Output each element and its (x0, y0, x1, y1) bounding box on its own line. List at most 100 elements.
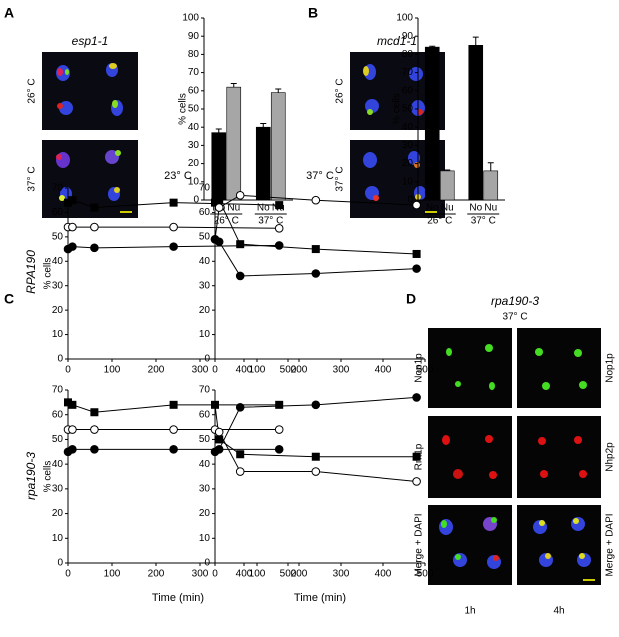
bar (468, 44, 484, 201)
marker (90, 425, 99, 434)
chart-title: 37° C (306, 170, 334, 182)
y-tick-label: 50 (199, 434, 211, 445)
y-tick-label: 70 (199, 183, 211, 194)
bar (255, 126, 271, 201)
marker (68, 445, 77, 454)
y-tick-label: 70 (188, 67, 200, 78)
marker (235, 467, 245, 476)
x-tick-label: 200 (148, 365, 165, 376)
marker (90, 243, 99, 253)
y-tick-label: 30 (52, 280, 64, 291)
y-tick-label: 30 (52, 483, 64, 494)
bar (424, 46, 440, 201)
marker (214, 445, 224, 454)
x-tick-label: 400 (375, 365, 392, 376)
y-tick-label: 10 (199, 329, 211, 340)
marker (215, 196, 224, 205)
x-tick-label: 500 (417, 365, 434, 376)
x-tick-label: 100 (104, 569, 121, 580)
error-bar (429, 45, 436, 48)
marker (274, 224, 284, 233)
marker (169, 222, 178, 232)
strain: mcd1-1 (377, 34, 417, 48)
marker (68, 400, 77, 409)
x-tick-label: 200 (148, 569, 165, 580)
x-tick-label: 0 (65, 569, 71, 580)
x-tick-label: No (426, 203, 439, 214)
y-axis-label: % cells (43, 258, 54, 290)
x-tick-label: 500 (280, 365, 297, 376)
x-tick-label: Nu (227, 203, 240, 214)
x-tick-label: 500 (417, 569, 434, 580)
y-tick-label: 80 (188, 49, 200, 60)
row-label: 37° C (335, 166, 346, 191)
group-label: 26° C (214, 216, 239, 227)
marker (275, 400, 284, 409)
marker (311, 400, 321, 410)
marker (236, 450, 245, 459)
y-tick-label: 20 (199, 508, 211, 519)
marker (169, 400, 178, 409)
y-tick-label: 50 (52, 231, 64, 242)
x-tick-label: 400 (375, 569, 392, 580)
y-tick-label: 100 (396, 13, 413, 24)
marker (214, 237, 224, 247)
marker (68, 242, 77, 251)
column-label: 4h (553, 606, 564, 617)
condition: 37° C (502, 312, 527, 323)
y-tick-label: 20 (52, 508, 64, 519)
y-tick-label: 60 (52, 207, 64, 218)
strain: rpa190-3 (491, 294, 539, 308)
marker (274, 241, 284, 250)
x-tick-label: 400 (236, 365, 253, 376)
y-tick-label: 40 (199, 256, 211, 267)
strain: esp1-1 (72, 34, 109, 48)
x-tick-label: Nu (484, 203, 497, 214)
y-tick-label: 50 (199, 231, 211, 242)
marker (68, 196, 77, 205)
y-tick-label: 0 (193, 195, 199, 206)
y-tick-label: 60 (52, 409, 64, 420)
row-label: Merge + DAPI (605, 513, 616, 576)
x-tick-label: 300 (192, 569, 209, 580)
marker (90, 222, 99, 232)
error-bar (487, 162, 494, 171)
x-tick-label: 300 (333, 365, 350, 376)
marker (311, 195, 321, 205)
y-tick-label: 50 (402, 104, 414, 115)
panel-label: B (308, 5, 318, 21)
marker (211, 400, 219, 409)
group-label: 37° C (471, 216, 496, 227)
y-axis-label: % cells (392, 93, 403, 125)
row-label: Nop1p (414, 353, 425, 383)
x-axis-label: Time (min) (294, 592, 346, 604)
marker (311, 467, 321, 476)
x-axis-label: Time (min) (152, 592, 204, 604)
marker (214, 427, 224, 437)
marker (235, 191, 245, 200)
marker (235, 271, 245, 281)
y-tick-label: 20 (188, 158, 200, 169)
error-bar (472, 36, 479, 46)
y-tick-label: 30 (188, 140, 200, 151)
y-tick-label: 30 (199, 483, 211, 494)
bar (211, 132, 227, 201)
panel-label: C (4, 291, 14, 307)
y-tick-label: 50 (188, 104, 200, 115)
x-tick-label: 100 (104, 365, 121, 376)
x-tick-label: 200 (291, 365, 308, 376)
y-tick-label: 20 (199, 305, 211, 316)
row-label: 37° C (27, 166, 38, 191)
y-tick-label: 40 (402, 122, 414, 133)
y-tick-label: 30 (199, 280, 211, 291)
row-label: Nhp2p (605, 442, 616, 472)
x-tick-label: 100 (249, 365, 266, 376)
row-label: Nop1p (605, 353, 616, 383)
group-label: 37° C (258, 216, 283, 227)
row-label: Merge + DAPI (414, 513, 425, 576)
y-tick-label: 20 (402, 158, 414, 169)
y-tick-label: 70 (52, 385, 64, 396)
marker (311, 245, 320, 254)
marker (311, 452, 320, 461)
